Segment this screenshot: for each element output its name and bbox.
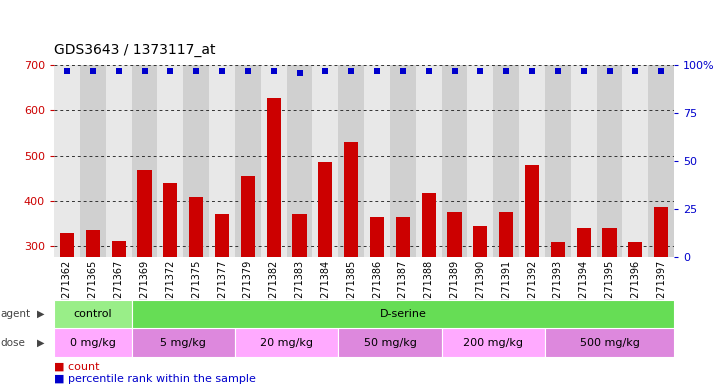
Bar <box>112 241 125 382</box>
Bar <box>215 214 229 382</box>
Bar <box>60 233 74 382</box>
Text: dose: dose <box>1 338 26 348</box>
Text: 20 mg/kg: 20 mg/kg <box>260 338 313 348</box>
Text: ▶: ▶ <box>37 338 44 348</box>
Bar <box>131 65 157 257</box>
Bar <box>545 65 571 257</box>
Bar <box>131 300 674 328</box>
Point <box>474 68 486 74</box>
Point <box>190 68 202 74</box>
Bar <box>571 65 596 257</box>
Bar <box>54 300 131 328</box>
Point <box>526 68 538 74</box>
Text: 200 mg/kg: 200 mg/kg <box>464 338 523 348</box>
Bar <box>390 65 416 257</box>
Text: 0 mg/kg: 0 mg/kg <box>70 338 116 348</box>
Bar <box>131 328 235 357</box>
Point <box>164 68 176 74</box>
Bar <box>157 65 183 257</box>
Bar <box>318 162 332 382</box>
Bar <box>312 65 338 257</box>
Point <box>61 68 73 74</box>
Bar <box>235 328 338 357</box>
Bar <box>267 98 280 382</box>
Bar <box>80 65 106 257</box>
Text: agent: agent <box>1 309 31 319</box>
Point <box>655 68 667 74</box>
Bar <box>648 65 674 257</box>
Bar <box>473 226 487 382</box>
Text: 5 mg/kg: 5 mg/kg <box>160 338 206 348</box>
Point <box>87 68 99 74</box>
Point <box>500 68 512 74</box>
Point <box>448 68 460 74</box>
Bar <box>628 242 642 382</box>
Point <box>345 68 357 74</box>
Point <box>268 68 280 74</box>
Text: control: control <box>74 309 112 319</box>
Bar <box>396 217 410 382</box>
Text: 50 mg/kg: 50 mg/kg <box>363 338 417 348</box>
Bar <box>286 65 312 257</box>
Bar <box>499 212 513 382</box>
Bar <box>422 193 435 382</box>
Bar <box>493 65 519 257</box>
Bar <box>448 212 461 382</box>
Bar <box>54 328 131 357</box>
Bar <box>551 242 565 382</box>
Bar <box>106 65 131 257</box>
Bar <box>138 170 151 382</box>
Point <box>578 68 590 74</box>
Bar <box>370 217 384 382</box>
Bar <box>622 65 648 257</box>
Bar <box>235 65 261 257</box>
Text: ▶: ▶ <box>37 309 44 319</box>
Bar <box>163 183 177 382</box>
Bar <box>338 328 441 357</box>
Point <box>293 70 305 76</box>
Bar <box>654 207 668 382</box>
Bar <box>338 65 364 257</box>
Point <box>319 68 331 74</box>
Bar <box>441 65 467 257</box>
Text: 500 mg/kg: 500 mg/kg <box>580 338 640 348</box>
Bar <box>209 65 235 257</box>
Bar <box>293 214 306 382</box>
Bar <box>189 197 203 382</box>
Point <box>113 68 125 74</box>
Bar <box>441 328 545 357</box>
Text: ■ count: ■ count <box>54 361 99 372</box>
Bar <box>416 65 441 257</box>
Bar <box>54 65 80 257</box>
Text: GDS3643 / 1373117_at: GDS3643 / 1373117_at <box>54 43 216 57</box>
Text: ■ percentile rank within the sample: ■ percentile rank within the sample <box>54 374 256 384</box>
Point <box>603 68 615 74</box>
Bar <box>603 228 616 382</box>
Text: D-serine: D-serine <box>379 309 426 319</box>
Bar <box>519 65 545 257</box>
Bar <box>344 142 358 382</box>
Bar <box>86 230 100 382</box>
Point <box>397 68 409 74</box>
Point <box>216 68 228 74</box>
Bar <box>261 65 286 257</box>
Bar <box>596 65 622 257</box>
Bar <box>467 65 493 257</box>
Bar <box>525 165 539 382</box>
Point <box>138 68 150 74</box>
Bar <box>364 65 390 257</box>
Point <box>629 68 641 74</box>
Bar <box>241 176 255 382</box>
Point <box>423 68 435 74</box>
Point <box>371 68 383 74</box>
Bar <box>183 65 209 257</box>
Point <box>552 68 564 74</box>
Bar <box>545 328 674 357</box>
Point <box>242 68 254 74</box>
Bar <box>577 228 590 382</box>
